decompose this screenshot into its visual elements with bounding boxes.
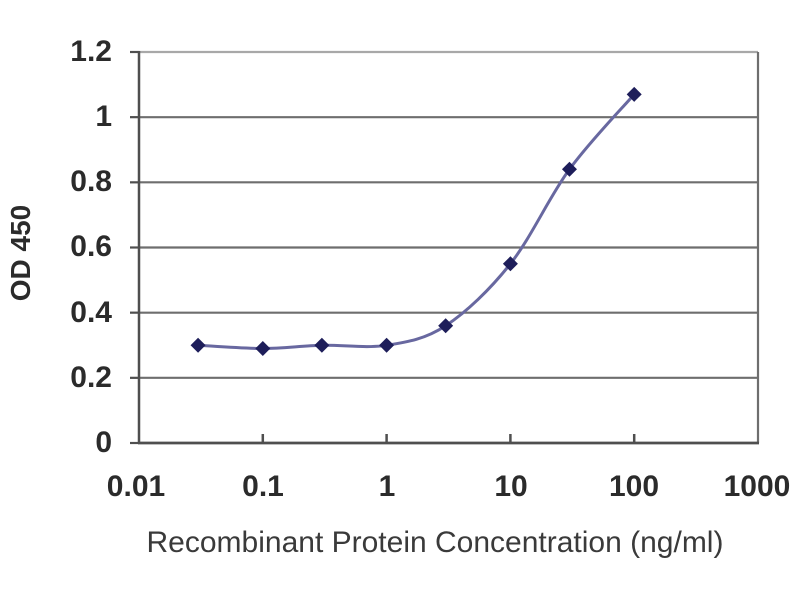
data-point-marker [190,337,206,353]
y-tick-label: 1.2 [70,35,112,68]
data-point-marker [561,161,577,177]
x-tick-label: 10 [494,470,528,503]
data-point-marker [314,337,330,353]
y-tick-label: 0.2 [70,361,112,394]
x-tick-label: 0.1 [242,470,284,503]
x-tick-label: 1000 [723,470,791,503]
data-point-marker [626,86,642,102]
data-point-marker [379,337,395,353]
y-tick-label: 1 [95,100,112,133]
series-line [197,93,636,351]
y-tick-label: 0.8 [70,165,112,198]
x-tick-label: 100 [608,470,660,503]
y-tick-label: 0.4 [70,296,112,329]
y-tick-label: 0 [95,426,112,459]
y-tick-label: 0.6 [70,230,112,263]
data-point-marker [255,341,271,357]
x-tick-label: 1 [378,470,396,503]
data-point-marker [438,318,454,334]
x-axis-title: Recombinant Protein Concentration (ng/ml… [146,526,724,559]
data-point-marker [502,256,518,272]
x-tick-label: 0.01 [106,470,166,503]
